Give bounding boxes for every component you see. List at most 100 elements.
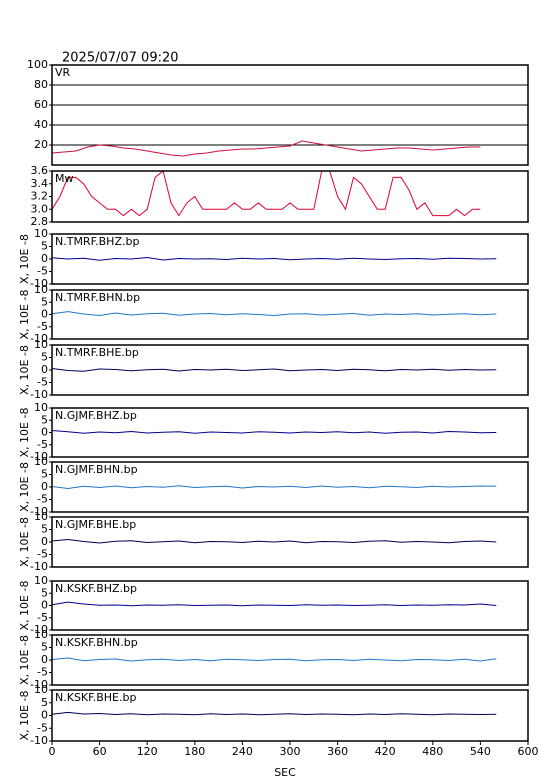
- x-tick-label: 180: [184, 745, 205, 758]
- y-tick-label: 5: [41, 351, 48, 364]
- y-tick-label: -5: [37, 320, 48, 333]
- y-tick-label: 5: [41, 696, 48, 709]
- y-tick-label: 10: [34, 574, 48, 587]
- data-line: [51, 485, 497, 490]
- y-axis-label: X, 10E -8: [18, 462, 31, 512]
- y-tick-label: 100: [27, 58, 48, 71]
- y-tick-label: 10: [34, 227, 48, 240]
- y-tick-label: -10: [30, 277, 48, 290]
- y-tick-label: 3.4: [31, 177, 49, 190]
- data-line: [51, 538, 497, 544]
- data-line: [51, 711, 497, 716]
- y-tick-label: -10: [30, 560, 48, 573]
- y-tick-label: -10: [30, 678, 48, 691]
- y-tick-label: -10: [30, 623, 48, 636]
- y-tick-label: -10: [30, 734, 48, 747]
- y-tick-label: -5: [37, 265, 48, 278]
- panel-frame: [51, 64, 529, 166]
- data-line: [51, 601, 497, 607]
- y-tick-label: -5: [37, 611, 48, 624]
- data-line: [51, 657, 497, 662]
- panel-label: N.TMRF.BHE.bp: [55, 346, 139, 359]
- y-tick-label: 10: [34, 628, 48, 641]
- y-axis-label: X, 10E -8: [18, 517, 31, 567]
- x-tick-label: 420: [375, 745, 396, 758]
- panel-frame: [51, 634, 529, 686]
- data-line: [51, 311, 497, 317]
- x-tick-label: 360: [327, 745, 348, 758]
- panel-frame: [51, 516, 529, 568]
- y-tick-label: 10: [34, 338, 48, 351]
- y-tick-label: 0: [41, 363, 48, 376]
- y-tick-label: 3.2: [31, 190, 49, 203]
- y-tick-label: 40: [34, 118, 48, 131]
- y-tick-label: 5: [41, 586, 48, 599]
- y-tick-label: 60: [34, 98, 48, 111]
- y-tick-label: -5: [37, 548, 48, 561]
- y-tick-label: 0: [41, 535, 48, 548]
- panel-label: Mw: [55, 172, 74, 185]
- panel-frame: [51, 580, 529, 631]
- y-tick-label: 0: [41, 480, 48, 493]
- y-tick-label: 0: [41, 599, 48, 612]
- panel-frame: [51, 461, 529, 513]
- y-tick-label: -5: [37, 376, 48, 389]
- y-tick-label: 20: [34, 138, 48, 151]
- y-tick-label: 0: [41, 426, 48, 439]
- y-tick-label: -5: [37, 438, 48, 451]
- y-tick-label: -5: [37, 666, 48, 679]
- y-axis-label: X, 10E -8: [18, 345, 31, 395]
- panel-label: VR: [55, 66, 71, 79]
- y-tick-label: 3.0: [31, 202, 49, 215]
- x-tick-label: 60: [93, 745, 107, 758]
- panel-frame: [51, 344, 529, 396]
- panel-frame: [51, 289, 529, 340]
- data-line: [51, 430, 497, 434]
- panel-label: N.TMRF.BHN.bp: [55, 291, 140, 304]
- x-tick-label: 600: [518, 745, 539, 758]
- y-tick-label: 10: [34, 683, 48, 696]
- y-tick-label: -10: [30, 450, 48, 463]
- y-axis-label: X, 10E -8: [18, 581, 31, 631]
- data-line: [51, 256, 497, 261]
- y-tick-label: -10: [30, 332, 48, 345]
- y-tick-label: 5: [41, 413, 48, 426]
- y-axis-label: X, 10E -8: [18, 408, 31, 458]
- y-axis-label: X, 10E -8: [18, 635, 31, 685]
- y-tick-label: 0: [41, 653, 48, 666]
- data-line: [51, 170, 481, 217]
- y-tick-label: 10: [34, 283, 48, 296]
- y-tick-label: 2.8: [31, 215, 49, 228]
- y-tick-label: 5: [41, 468, 48, 481]
- y-tick-label: 5: [41, 295, 48, 308]
- y-axis-label: X, 10E -8: [18, 691, 31, 741]
- panel-label: N.KSKF.BHE.bp: [55, 691, 136, 704]
- y-axis-label: X, 10E -8: [18, 234, 31, 284]
- panel-label: N.GJMF.BHE.bp: [55, 518, 136, 531]
- panel-frame: [51, 407, 529, 458]
- y-tick-label: 5: [41, 523, 48, 536]
- y-tick-label: 10: [34, 455, 48, 468]
- x-tick-label: 300: [280, 745, 301, 758]
- x-axis-label: SEC: [274, 766, 296, 779]
- panel-frame: [51, 170, 529, 223]
- y-tick-label: 0: [41, 252, 48, 265]
- panel-label: N.TMRF.BHZ.bp: [55, 235, 139, 248]
- panel-label: N.GJMF.BHN.bp: [55, 463, 138, 476]
- y-tick-label: -5: [37, 721, 48, 734]
- y-tick-label: -5: [37, 493, 48, 506]
- x-tick-label: 0: [49, 745, 56, 758]
- data-line: [51, 368, 497, 372]
- y-tick-label: 10: [34, 510, 48, 523]
- x-tick-label: 120: [137, 745, 158, 758]
- y-tick-label: 3.6: [31, 164, 49, 177]
- y-tick-label: 80: [34, 78, 48, 91]
- y-tick-label: 5: [41, 240, 48, 253]
- data-line: [51, 140, 481, 157]
- panel-label: N.GJMF.BHZ.bp: [55, 409, 137, 422]
- y-axis-label: X, 10E -8: [18, 290, 31, 340]
- x-tick-label: 540: [470, 745, 491, 758]
- y-tick-label: -10: [30, 505, 48, 518]
- y-tick-label: 10: [34, 401, 48, 414]
- panel-frame: [51, 689, 529, 742]
